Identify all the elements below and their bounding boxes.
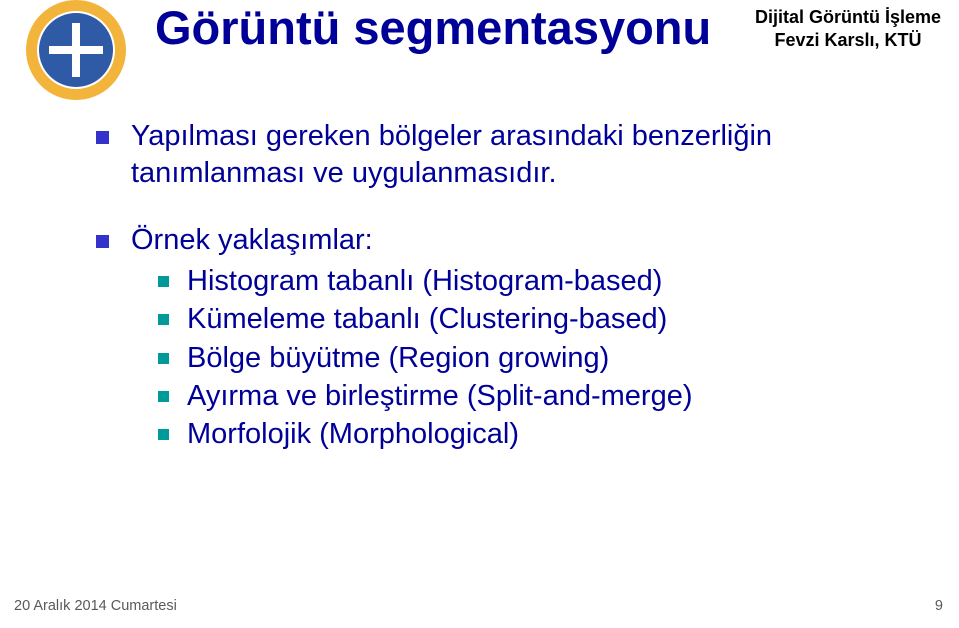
sub-bullet-item: Histogram tabanlı (Histogram-based) (158, 263, 886, 300)
bullet-item: Yapılması gereken bölgeler arasındaki be… (96, 118, 886, 192)
logo-ring (26, 0, 126, 100)
sub-bullet-text: Bölge büyütme (Region growing) (187, 340, 609, 377)
square-bullet-icon (158, 391, 169, 402)
bullet-text: Örnek yaklaşımlar: (131, 222, 373, 259)
footer-date: 20 Aralık 2014 Cumartesi (14, 598, 177, 614)
sub-bullet-text: Morfolojik (Morphological) (187, 416, 519, 453)
sub-bullet-item: Morfolojik (Morphological) (158, 416, 886, 453)
header-right-line1: Dijital Görüntü İşleme (755, 6, 941, 29)
square-bullet-icon (158, 353, 169, 364)
logo-inner (39, 13, 113, 87)
square-bullet-icon (96, 235, 109, 248)
footer-page-number: 9 (935, 598, 943, 614)
sub-bullet-text: Kümeleme tabanlı (Clustering-based) (187, 301, 667, 338)
header-right-block: Dijital Görüntü İşleme Fevzi Karslı, KTÜ (755, 6, 941, 51)
square-bullet-icon (158, 314, 169, 325)
square-bullet-icon (158, 429, 169, 440)
sub-bullet-text: Histogram tabanlı (Histogram-based) (187, 263, 662, 300)
square-bullet-icon (158, 276, 169, 287)
content-area: Yapılması gereken bölgeler arasındaki be… (96, 118, 886, 454)
sub-bullet-list: Histogram tabanlı (Histogram-based) Küme… (158, 263, 886, 453)
header-right-line2: Fevzi Karslı, KTÜ (755, 29, 941, 52)
bullet-item: Örnek yaklaşımlar: (96, 222, 886, 259)
sub-bullet-item: Kümeleme tabanlı (Clustering-based) (158, 301, 886, 338)
sub-bullet-item: Bölge büyütme (Region growing) (158, 340, 886, 377)
bullet-text: Yapılması gereken bölgeler arasındaki be… (131, 118, 886, 192)
slide-title: Görüntü segmentasyonu (155, 0, 711, 55)
sub-bullet-item: Ayırma ve birleştirme (Split-and-merge) (158, 378, 886, 415)
square-bullet-icon (96, 131, 109, 144)
sub-bullet-text: Ayırma ve birleştirme (Split-and-merge) (187, 378, 693, 415)
logo (26, 0, 126, 100)
